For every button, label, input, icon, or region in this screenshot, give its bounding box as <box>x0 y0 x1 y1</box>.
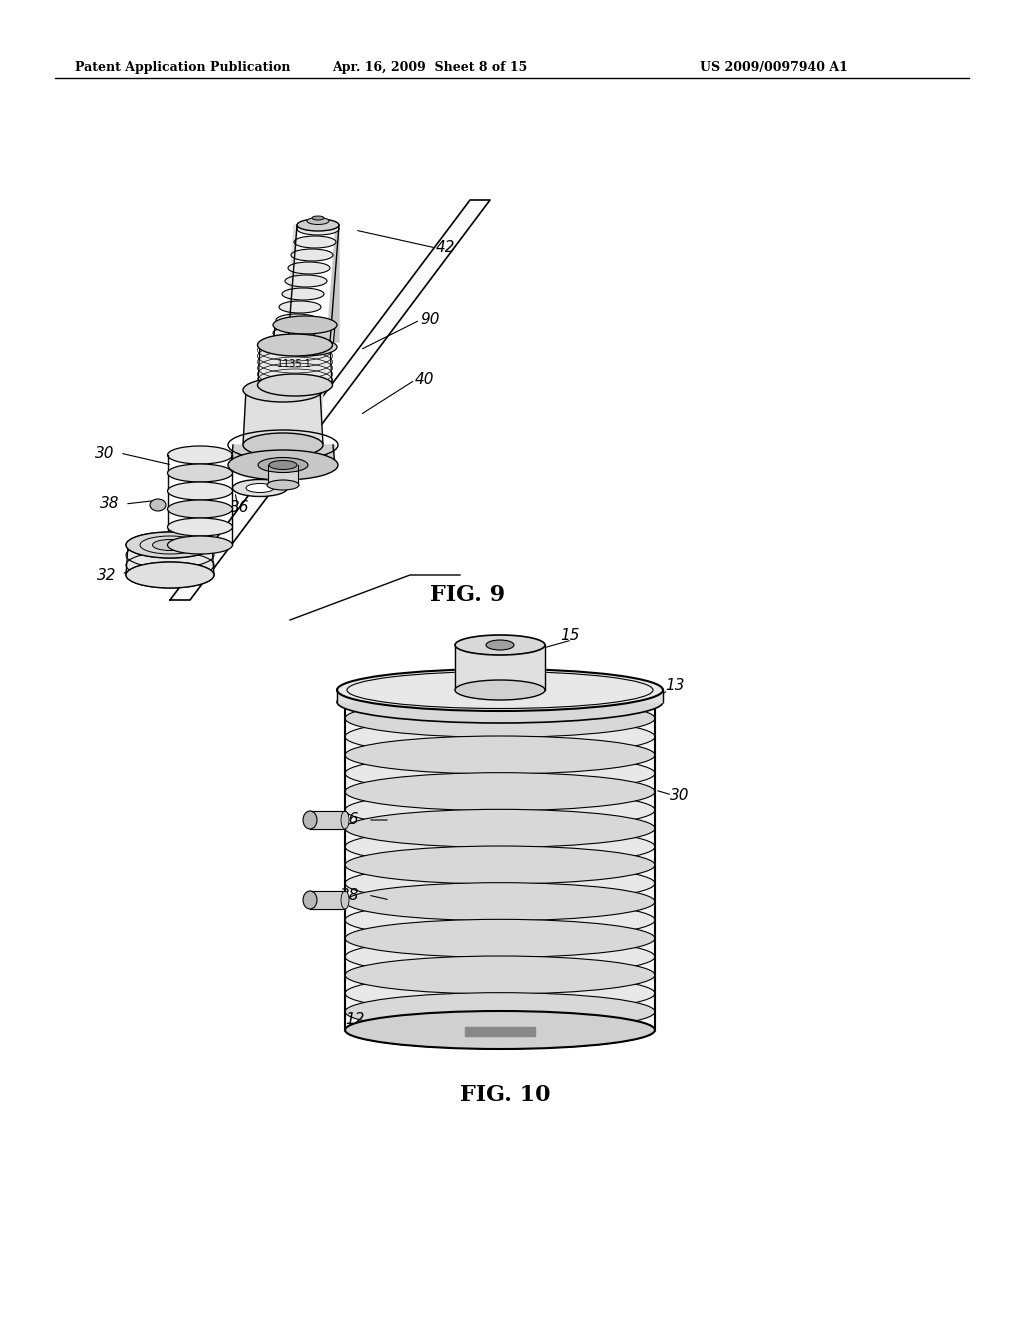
Text: 36: 36 <box>340 813 359 828</box>
Ellipse shape <box>279 301 321 313</box>
Ellipse shape <box>455 635 545 655</box>
Ellipse shape <box>345 772 655 810</box>
Polygon shape <box>310 891 345 909</box>
Ellipse shape <box>153 540 187 550</box>
Polygon shape <box>455 645 545 690</box>
Ellipse shape <box>291 249 333 261</box>
Ellipse shape <box>126 562 214 587</box>
Ellipse shape <box>168 517 232 536</box>
Ellipse shape <box>486 640 514 649</box>
Text: 13: 13 <box>665 677 684 693</box>
Ellipse shape <box>345 809 655 847</box>
Ellipse shape <box>307 218 329 224</box>
Ellipse shape <box>345 902 655 939</box>
Ellipse shape <box>341 891 349 909</box>
Text: 1135 1: 1135 1 <box>278 359 311 370</box>
Ellipse shape <box>345 974 655 1012</box>
Polygon shape <box>310 810 345 829</box>
Ellipse shape <box>345 718 655 755</box>
Ellipse shape <box>312 216 324 220</box>
Polygon shape <box>258 345 332 385</box>
Ellipse shape <box>337 681 663 723</box>
Polygon shape <box>243 389 323 445</box>
Ellipse shape <box>341 810 349 829</box>
Polygon shape <box>126 545 214 576</box>
Text: 30: 30 <box>95 446 115 461</box>
Ellipse shape <box>267 480 299 490</box>
Ellipse shape <box>303 810 317 829</box>
Polygon shape <box>170 201 490 601</box>
Ellipse shape <box>126 532 214 558</box>
Text: FIG. 10: FIG. 10 <box>460 1084 551 1106</box>
Ellipse shape <box>150 499 166 511</box>
Text: 40: 40 <box>415 372 434 388</box>
Text: 90: 90 <box>420 313 439 327</box>
Ellipse shape <box>337 669 663 711</box>
Ellipse shape <box>168 500 232 517</box>
Ellipse shape <box>345 956 655 994</box>
Ellipse shape <box>345 919 655 957</box>
Ellipse shape <box>345 1011 655 1049</box>
Ellipse shape <box>297 223 339 235</box>
Ellipse shape <box>345 700 655 738</box>
Polygon shape <box>337 690 663 702</box>
Ellipse shape <box>345 937 655 975</box>
Ellipse shape <box>246 483 274 492</box>
Ellipse shape <box>228 450 338 480</box>
Ellipse shape <box>232 479 288 496</box>
Text: 36: 36 <box>230 500 250 516</box>
Ellipse shape <box>276 314 318 326</box>
Ellipse shape <box>297 219 339 231</box>
Ellipse shape <box>294 236 336 248</box>
Polygon shape <box>273 325 335 347</box>
Ellipse shape <box>345 865 655 903</box>
Ellipse shape <box>282 288 324 300</box>
Text: 30: 30 <box>670 788 689 803</box>
Ellipse shape <box>168 446 232 465</box>
Ellipse shape <box>269 461 297 470</box>
Ellipse shape <box>345 883 655 920</box>
Text: 38: 38 <box>100 496 120 511</box>
Ellipse shape <box>258 458 308 473</box>
Polygon shape <box>345 700 655 1030</box>
Polygon shape <box>285 224 297 342</box>
Polygon shape <box>268 465 298 484</box>
Polygon shape <box>465 1027 535 1036</box>
Text: FIG. 9: FIG. 9 <box>430 583 505 606</box>
Ellipse shape <box>168 465 232 482</box>
Text: Apr. 16, 2009  Sheet 8 of 15: Apr. 16, 2009 Sheet 8 of 15 <box>333 62 527 74</box>
Ellipse shape <box>455 680 545 700</box>
Ellipse shape <box>345 681 655 719</box>
Text: US 2009/0097940 A1: US 2009/0097940 A1 <box>700 62 848 74</box>
Ellipse shape <box>345 791 655 829</box>
Ellipse shape <box>345 846 655 884</box>
Polygon shape <box>231 445 335 465</box>
Ellipse shape <box>288 261 330 275</box>
Ellipse shape <box>257 374 333 396</box>
Ellipse shape <box>168 482 232 500</box>
Ellipse shape <box>273 315 337 334</box>
Ellipse shape <box>285 275 327 286</box>
Ellipse shape <box>345 737 655 774</box>
Text: 38: 38 <box>340 887 359 903</box>
Ellipse shape <box>345 828 655 866</box>
Text: 32: 32 <box>97 568 117 582</box>
Ellipse shape <box>345 754 655 792</box>
Polygon shape <box>327 224 339 342</box>
Text: Patent Application Publication: Patent Application Publication <box>75 62 291 74</box>
Ellipse shape <box>345 1011 655 1049</box>
Text: 15: 15 <box>560 627 580 643</box>
Ellipse shape <box>257 334 333 356</box>
Text: 12: 12 <box>345 1012 365 1027</box>
Ellipse shape <box>243 378 323 403</box>
Ellipse shape <box>243 433 323 457</box>
Ellipse shape <box>345 993 655 1031</box>
Polygon shape <box>347 690 653 700</box>
Ellipse shape <box>303 891 317 909</box>
Ellipse shape <box>273 327 315 339</box>
Ellipse shape <box>168 536 232 554</box>
Text: 42: 42 <box>436 240 456 256</box>
Ellipse shape <box>273 338 337 356</box>
